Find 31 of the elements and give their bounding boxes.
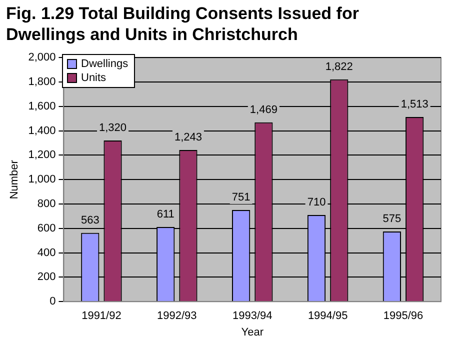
y-tick-label: 1,000 bbox=[28, 174, 56, 186]
x-axis-title: Year bbox=[241, 326, 264, 338]
x-tick-label: 1993/94 bbox=[232, 310, 272, 322]
x-tick-label: 1992/93 bbox=[157, 310, 197, 322]
x-tick-label: 1994/95 bbox=[308, 310, 348, 322]
data-label: 1,320 bbox=[99, 122, 127, 134]
data-label: 563 bbox=[80, 214, 100, 226]
y-tick-label: 400 bbox=[37, 246, 56, 259]
chart-title: Fig. 1.29 Total Building Consents Issued for Dwellings and Units in Christchurch bbox=[6, 3, 360, 45]
data-label: 1,469 bbox=[250, 104, 278, 116]
y-tick-label: 1,600 bbox=[28, 100, 56, 112]
data-label: 611 bbox=[156, 208, 174, 221]
y-axis-title: Number bbox=[8, 160, 21, 200]
legend-label: Dwellings bbox=[81, 57, 128, 71]
x-tick-label: 1995/96 bbox=[383, 310, 424, 322]
data-label: 710 bbox=[307, 196, 326, 209]
data-label: 1,822 bbox=[325, 60, 353, 73]
x-tick-label: 1991/92 bbox=[82, 310, 122, 322]
y-tick-label: 1,400 bbox=[28, 124, 56, 137]
y-tick-label: 1,200 bbox=[28, 149, 56, 162]
data-label: 1,243 bbox=[174, 131, 202, 144]
data-label: 751 bbox=[232, 192, 250, 204]
y-tick-label: 200 bbox=[37, 271, 56, 284]
y-tick-label: 800 bbox=[37, 198, 56, 210]
y-tick-label: 600 bbox=[37, 222, 56, 234]
y-tick-label: 0 bbox=[50, 296, 56, 308]
y-tick-label: 2,000 bbox=[28, 52, 56, 64]
y-tick-label: 1,800 bbox=[28, 76, 56, 88]
data-label: 575 bbox=[382, 212, 402, 225]
data-label: 1,513 bbox=[400, 98, 428, 111]
legend-label: Units bbox=[81, 71, 106, 85]
